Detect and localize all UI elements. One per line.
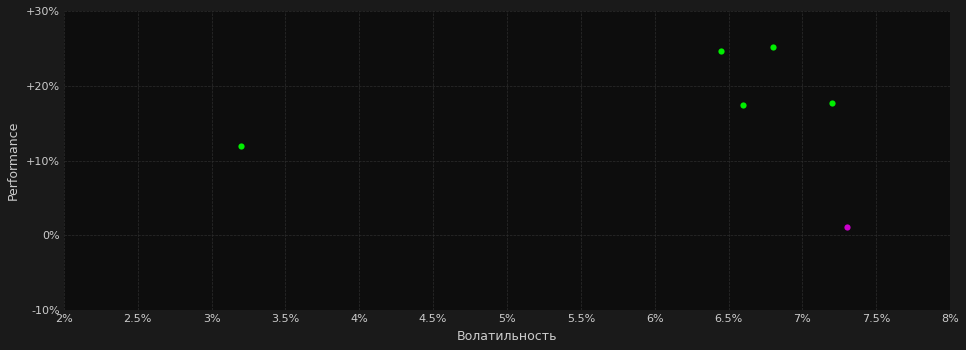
Point <box>736 102 752 107</box>
Point <box>714 48 729 54</box>
Y-axis label: Performance: Performance <box>7 121 20 200</box>
Point <box>824 100 839 106</box>
Point <box>765 44 781 50</box>
Point <box>839 224 855 229</box>
X-axis label: Волатильность: Волатильность <box>457 330 557 343</box>
Point <box>234 143 249 148</box>
